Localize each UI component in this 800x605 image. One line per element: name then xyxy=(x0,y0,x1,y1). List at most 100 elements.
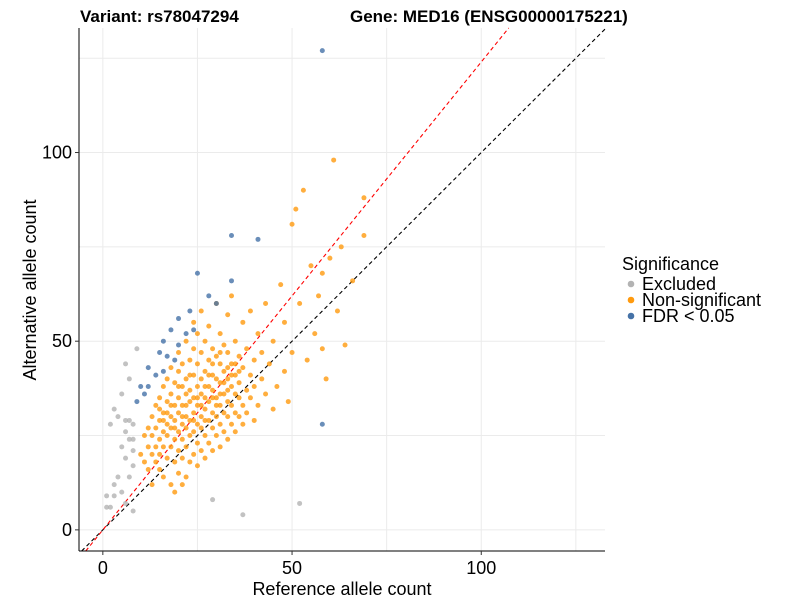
point-fdr-0-05 xyxy=(134,399,140,405)
point-non-significant xyxy=(221,410,227,416)
point-non-significant xyxy=(361,233,367,239)
point-non-significant xyxy=(194,331,200,337)
point-excluded xyxy=(123,361,129,367)
point-non-significant xyxy=(153,459,159,465)
point-non-significant xyxy=(168,482,174,488)
point-non-significant xyxy=(164,399,170,405)
point-fdr-0-05 xyxy=(164,353,170,359)
point-fdr-0-05 xyxy=(160,338,166,344)
legend-label: Non-significant xyxy=(642,290,761,310)
point-excluded xyxy=(123,417,129,423)
legend-label: FDR < 0.05 xyxy=(642,306,735,326)
point-excluded xyxy=(126,376,132,382)
point-non-significant xyxy=(153,444,159,450)
point-non-significant xyxy=(160,410,166,416)
point-non-significant xyxy=(232,410,238,416)
point-non-significant xyxy=(232,361,238,367)
axes: 0 50 100 0 50 100 xyxy=(42,28,605,578)
point-non-significant xyxy=(316,293,322,299)
point-excluded xyxy=(297,500,303,506)
point-fdr-0-05 xyxy=(168,327,174,333)
chart-title-variant: Variant: rs78047294 xyxy=(80,7,239,26)
point-non-significant xyxy=(191,410,197,416)
point-non-significant xyxy=(202,417,208,423)
point-non-significant xyxy=(145,466,151,472)
point-non-significant xyxy=(149,451,155,457)
point-excluded xyxy=(111,493,117,499)
point-non-significant xyxy=(221,342,227,348)
point-non-significant xyxy=(160,444,166,450)
point-excluded xyxy=(115,474,121,480)
point-non-significant xyxy=(176,383,182,389)
point-excluded xyxy=(126,436,132,442)
point-non-significant xyxy=(229,383,235,389)
point-non-significant xyxy=(206,383,212,389)
point-non-significant xyxy=(198,402,204,408)
point-non-significant xyxy=(176,350,182,356)
reference-line-fitted-ratio xyxy=(85,27,510,552)
point-non-significant xyxy=(172,417,178,423)
point-non-significant xyxy=(232,338,238,344)
point-non-significant xyxy=(259,350,265,356)
point-non-significant xyxy=(141,433,147,439)
point-fdr-0-05 xyxy=(138,383,144,389)
point-excluded xyxy=(119,489,125,495)
point-non-significant xyxy=(183,391,189,397)
point-excluded xyxy=(130,508,136,514)
point-non-significant xyxy=(187,417,193,423)
point-non-significant xyxy=(251,383,257,389)
point-non-significant xyxy=(225,387,231,393)
point-non-significant xyxy=(194,402,200,408)
point-non-significant xyxy=(198,350,204,356)
point-fdr-0-05 xyxy=(255,236,261,242)
point-non-significant xyxy=(202,338,208,344)
point-non-significant xyxy=(304,357,310,363)
point-non-significant xyxy=(172,436,178,442)
point-non-significant xyxy=(191,395,197,401)
point-non-significant xyxy=(213,433,219,439)
point-non-significant xyxy=(191,417,197,423)
point-non-significant xyxy=(176,410,182,416)
point-non-significant xyxy=(179,402,185,408)
point-non-significant xyxy=(187,372,193,378)
point-non-significant xyxy=(308,263,314,269)
point-non-significant xyxy=(198,376,204,382)
point-non-significant xyxy=(225,365,231,371)
point-non-significant xyxy=(198,448,204,454)
point-non-significant xyxy=(202,433,208,439)
point-non-significant xyxy=(202,395,208,401)
point-non-significant xyxy=(153,425,159,431)
point-non-significant xyxy=(247,372,253,378)
point-non-significant xyxy=(172,459,178,465)
point-non-significant xyxy=(293,206,299,212)
point-non-significant xyxy=(176,368,182,374)
point-non-significant xyxy=(240,402,246,408)
point-non-significant xyxy=(236,380,242,386)
point-non-significant xyxy=(270,338,276,344)
point-non-significant xyxy=(202,406,208,412)
x-tick-label: 50 xyxy=(282,558,302,578)
point-non-significant xyxy=(172,380,178,386)
point-non-significant xyxy=(289,221,295,227)
point-non-significant xyxy=(225,376,231,382)
point-non-significant xyxy=(232,372,238,378)
point-non-significant xyxy=(240,421,246,427)
point-non-significant xyxy=(179,361,185,367)
point-fdr-0-05 xyxy=(145,365,151,371)
point-non-significant xyxy=(323,376,329,382)
point-non-significant xyxy=(217,421,223,427)
y-tick-label: 100 xyxy=(42,143,72,163)
point-non-significant xyxy=(138,451,144,457)
point-non-significant xyxy=(164,376,170,382)
point-non-significant xyxy=(183,474,189,480)
point-non-significant xyxy=(149,433,155,439)
point-non-significant xyxy=(172,402,178,408)
point-fdr-0-05 xyxy=(194,270,200,276)
point-non-significant xyxy=(217,391,223,397)
reference-line-equal-ratio xyxy=(81,28,606,552)
point-non-significant xyxy=(210,410,216,416)
point-non-significant xyxy=(198,308,204,314)
legend-marker xyxy=(627,296,635,304)
point-non-significant xyxy=(278,282,284,288)
point-non-significant xyxy=(179,421,185,427)
